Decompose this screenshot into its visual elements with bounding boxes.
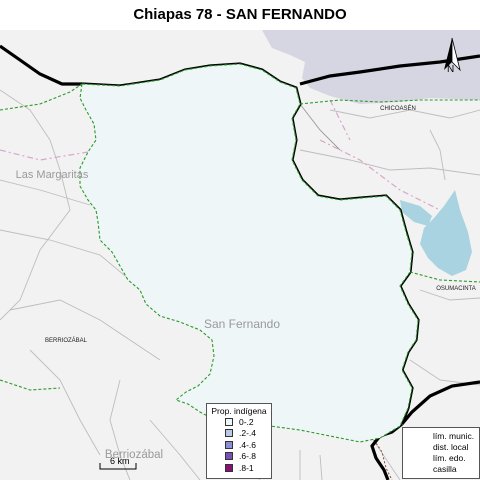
district-boundary-northwest (0, 44, 82, 86)
legend-swatch (225, 463, 233, 472)
legend-item: .4-.6 (207, 439, 271, 451)
legend-proportion-title: Prop. indígena (211, 406, 267, 416)
legend-item: .6-.8 (207, 451, 271, 463)
legend-item-label: .4-.6 (239, 439, 257, 450)
district-boundary-southeast (400, 380, 480, 426)
legend-item: lím. edo. (403, 452, 479, 463)
scale-bar-graphic (99, 463, 137, 470)
legend-swatch (225, 417, 233, 426)
north-label: N (447, 64, 455, 75)
legend-proportion: Prop. indígena 0-.2 .2-.4 .4-.6 .6-.8 .8… (206, 403, 272, 479)
legend-swatch (225, 452, 233, 461)
scale-label: 6 km (110, 456, 130, 466)
legend-item-label: casilla (433, 463, 457, 474)
legend-item-label: lím. munic. (433, 430, 475, 441)
legend-item-label: dist. local (433, 441, 469, 452)
north-arrow-icon (444, 37, 461, 72)
district-boundary-south (370, 422, 403, 480)
reservoir-water (420, 190, 472, 276)
neighbor-district-region (262, 30, 480, 104)
legend-item: dist. local (403, 441, 479, 452)
legend-swatch (225, 429, 233, 438)
place-san-fernando: San Fernando (204, 317, 280, 331)
legend-item: .8-1 (207, 462, 271, 474)
map-title: Chiapas 78 - SAN FERNANDO (133, 6, 347, 23)
state-boundary (373, 439, 393, 480)
scale-bar: 6 km (98, 456, 140, 471)
place-berriozabal-town: Berriozábal (105, 449, 163, 461)
legend-item-label: .6-.8 (239, 451, 257, 462)
neighbor-municipal-boundaries (0, 83, 480, 391)
place-berriozabal-municipality: BERRIOZÁBAL (45, 337, 88, 344)
place-las-margaritas: Las Margaritas (16, 169, 89, 181)
legend-lines: lím. munic. dist. local lím. edo. casill… (402, 427, 480, 479)
legend-item: .2-.4 (207, 428, 271, 440)
legend-item-label: .8-1 (239, 462, 254, 473)
legend-swatch (225, 440, 233, 449)
place-chicoasen: CHICOASÉN (380, 105, 416, 112)
legend-item: lím. munic. (403, 428, 479, 441)
legend-item: 0-.2 (207, 416, 271, 428)
place-osumacinta: OSUMACINTA (436, 286, 476, 292)
legend-item-label: .2-.4 (239, 428, 257, 439)
legend-item-label: 0-.2 (239, 416, 254, 427)
legend-item: casilla (403, 463, 479, 474)
legend-item-label: lím. edo. (433, 452, 466, 463)
background-roads (0, 89, 480, 480)
reservoir-arm (400, 200, 432, 226)
